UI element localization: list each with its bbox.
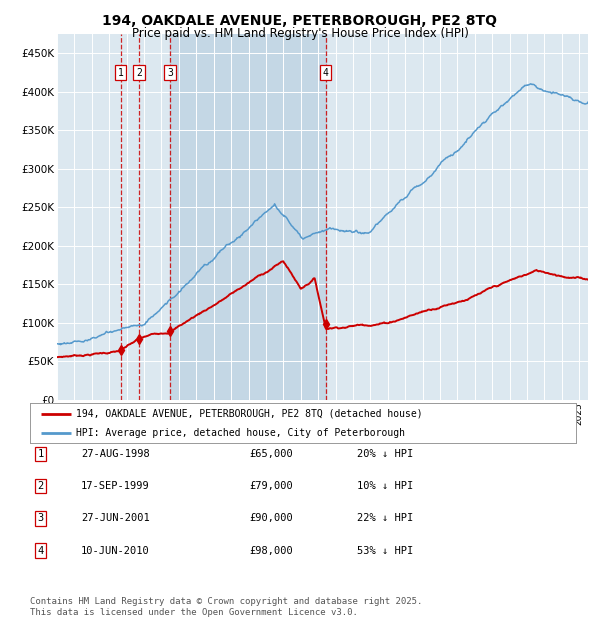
Text: Contains HM Land Registry data © Crown copyright and database right 2025.
This d: Contains HM Land Registry data © Crown c… — [30, 598, 422, 617]
Text: 2: 2 — [38, 481, 44, 491]
Text: 10-JUN-2010: 10-JUN-2010 — [81, 546, 150, 556]
Text: £98,000: £98,000 — [249, 546, 293, 556]
Text: 3: 3 — [167, 68, 173, 78]
Text: Price paid vs. HM Land Registry's House Price Index (HPI): Price paid vs. HM Land Registry's House … — [131, 27, 469, 40]
Text: 22% ↓ HPI: 22% ↓ HPI — [357, 513, 413, 523]
Text: 4: 4 — [38, 546, 44, 556]
Text: 1: 1 — [38, 449, 44, 459]
Text: 4: 4 — [323, 68, 329, 78]
Text: 27-JUN-2001: 27-JUN-2001 — [81, 513, 150, 523]
Text: 27-AUG-1998: 27-AUG-1998 — [81, 449, 150, 459]
Bar — [170, 34, 326, 400]
Text: 53% ↓ HPI: 53% ↓ HPI — [357, 546, 413, 556]
Text: 1: 1 — [118, 68, 124, 78]
Text: 17-SEP-1999: 17-SEP-1999 — [81, 481, 150, 491]
Text: £79,000: £79,000 — [249, 481, 293, 491]
Text: 10% ↓ HPI: 10% ↓ HPI — [357, 481, 413, 491]
Text: HPI: Average price, detached house, City of Peterborough: HPI: Average price, detached house, City… — [76, 428, 406, 438]
Text: 2: 2 — [136, 68, 142, 78]
Text: 3: 3 — [38, 513, 44, 523]
Text: 194, OAKDALE AVENUE, PETERBOROUGH, PE2 8TQ (detached house): 194, OAKDALE AVENUE, PETERBOROUGH, PE2 8… — [76, 409, 423, 419]
Text: £90,000: £90,000 — [249, 513, 293, 523]
Text: 20% ↓ HPI: 20% ↓ HPI — [357, 449, 413, 459]
Text: £65,000: £65,000 — [249, 449, 293, 459]
Text: 194, OAKDALE AVENUE, PETERBOROUGH, PE2 8TQ: 194, OAKDALE AVENUE, PETERBOROUGH, PE2 8… — [103, 14, 497, 28]
